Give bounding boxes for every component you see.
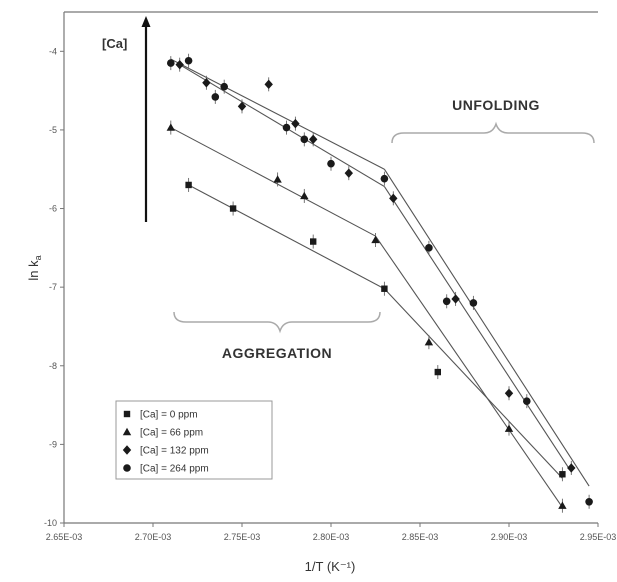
ca-arrow-label: [Ca]: [102, 36, 127, 51]
fit-line: [375, 235, 563, 508]
circle-marker: [380, 174, 389, 183]
x-tick-label: 2.75E-03: [224, 532, 261, 542]
unfolding-brace: [391, 121, 595, 144]
legend-items: [Ca] = 0 ppm [Ca] = 66 ppm [Ca] = 132 ppm […: [122, 410, 209, 475]
circle-marker: [523, 397, 531, 405]
unfolding-annotation: UNFOLDING: [391, 97, 595, 144]
circle-marker: [425, 244, 433, 252]
diamond-marker: [237, 101, 247, 112]
y-tick-label: -6: [49, 204, 57, 214]
y-axis-title-main: ln k: [26, 260, 41, 281]
legend-entry: [Ca] = 0 ppm: [140, 410, 198, 421]
triangle-marker: [166, 123, 175, 131]
y-tick-label: -10: [44, 518, 57, 528]
legend-box: [115, 400, 273, 480]
y-axis-title: ln ka: [26, 255, 43, 280]
x-axis-title: 1/T (K⁻¹): [305, 559, 356, 574]
legend: [Ca] = 0 ppm [Ca] = 66 ppm [Ca] = 132 ppm […: [115, 400, 273, 480]
triangle-marker: [504, 424, 514, 432]
legend-entry: [Ca] = 132 ppm: [140, 446, 209, 457]
circle-marker: [327, 159, 335, 168]
fit-line: [170, 127, 376, 237]
circle-marker: [442, 297, 451, 306]
diamond-marker: [451, 294, 460, 304]
diamond-marker: [309, 134, 318, 145]
triangle-marker: [558, 501, 567, 509]
y-tick-label: -9: [49, 439, 57, 449]
aggregation-label: AGGREGATION: [222, 345, 332, 361]
triangle-marker: [371, 235, 380, 244]
data-points: [166, 53, 593, 513]
circle-marker: [300, 135, 309, 144]
diamond-marker: [389, 193, 398, 204]
x-tick-label: 2.90E-03: [491, 532, 528, 542]
square-marker: [229, 205, 237, 212]
y-axis-ticks: -4 -5 -6 -7 -8 -9 -10: [44, 46, 64, 528]
fit-line: [383, 186, 572, 473]
triangle-marker: [300, 191, 309, 200]
fit-line: [188, 184, 385, 290]
x-tick-label: 2.70E-03: [135, 532, 172, 542]
x-axis-ticks: 2.65E-03 2.70E-03 2.75E-03 2.80E-03 2.85E-03…: [46, 523, 617, 542]
diamond-marker: [202, 78, 211, 88]
circle-marker: [585, 497, 593, 506]
diamond-marker: [264, 79, 273, 90]
fit-line: [179, 64, 385, 187]
square-marker: [310, 238, 317, 245]
y-tick-label: -7: [49, 282, 57, 292]
square-marker: [434, 368, 441, 376]
diamond-marker: [344, 168, 353, 178]
x-tick-label: 2.80E-03: [313, 532, 350, 542]
diamond-marker: [567, 463, 576, 473]
y-tick-label: -4: [49, 46, 57, 56]
aggregation-brace: [173, 311, 381, 334]
y-axis-title-subscript: a: [33, 255, 43, 260]
triangle-marker: [273, 175, 282, 183]
y-tick-label: -8: [49, 361, 57, 371]
fit-line: [383, 168, 590, 487]
ca-arrow-annotation: [Ca]: [102, 16, 151, 222]
square-marker: [381, 285, 388, 292]
circle-marker: [469, 299, 478, 307]
diamond-marker: [175, 59, 184, 70]
square-marker: [559, 471, 566, 478]
y-tick-label: -5: [49, 125, 57, 135]
fit-line: [170, 58, 385, 170]
x-tick-label: 2.95E-03: [580, 532, 617, 542]
legend-marker: [122, 427, 132, 436]
x-tick-label: 2.65E-03: [46, 532, 83, 542]
legend-marker: [123, 464, 131, 472]
legend-marker: [123, 410, 131, 418]
circle-marker: [184, 56, 193, 65]
circle-marker: [211, 93, 220, 101]
legend-entry: [Ca] = 264 ppm: [140, 464, 209, 475]
unfolding-label: UNFOLDING: [452, 97, 540, 113]
triangle-marker: [424, 337, 434, 346]
diamond-marker: [291, 118, 300, 129]
square-marker: [185, 181, 192, 189]
circle-marker: [220, 82, 228, 91]
circle-marker: [282, 123, 291, 132]
x-tick-label: 2.85E-03: [402, 532, 439, 542]
legend-entry: [Ca] = 66 ppm: [140, 428, 203, 439]
ca-arrow-head: [141, 16, 151, 27]
diamond-marker: [504, 388, 514, 398]
circle-marker: [167, 59, 175, 67]
legend-marker: [122, 445, 132, 455]
aggregation-annotation: AGGREGATION: [173, 311, 381, 361]
fit-line: [383, 288, 563, 479]
